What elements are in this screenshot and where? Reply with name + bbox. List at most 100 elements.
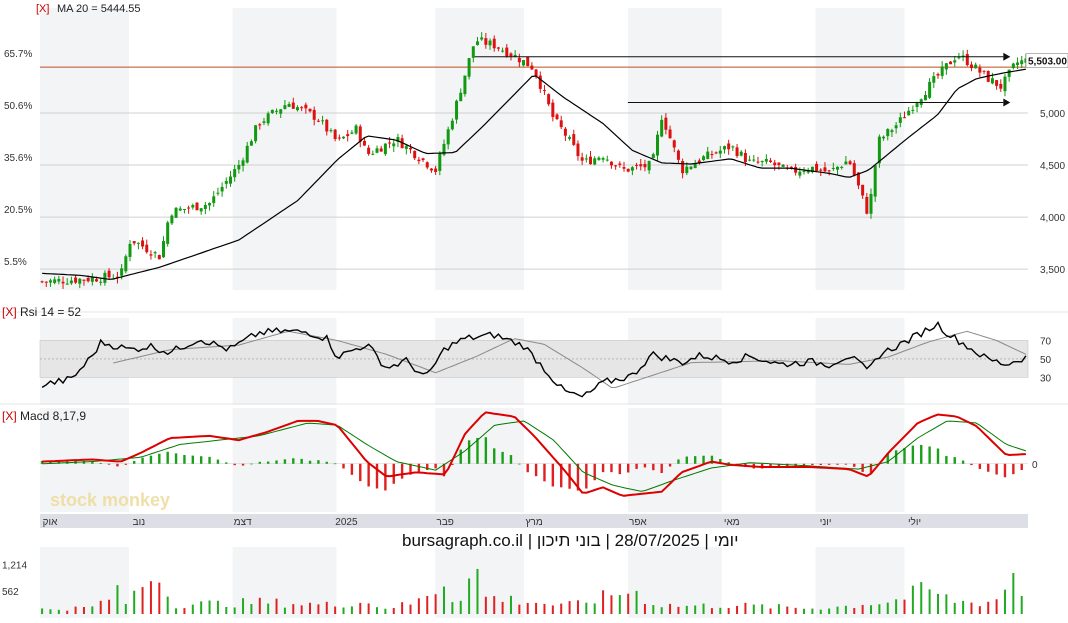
candle-body — [78, 278, 82, 284]
volume-bar — [945, 594, 948, 614]
candle-body — [928, 81, 932, 98]
macd-panel: 0 — [40, 411, 1038, 497]
volume-bar — [434, 594, 437, 614]
volume-bar — [618, 595, 621, 614]
volume-bar — [267, 603, 270, 614]
volume-bar — [803, 608, 806, 614]
candle-body — [589, 156, 593, 165]
candle-body — [446, 129, 450, 145]
volume-bar — [953, 602, 956, 614]
candle-body — [182, 209, 186, 211]
rsi-tick: 30 — [1040, 373, 1052, 384]
candle-body — [375, 148, 379, 153]
macd-histogram-bar — [652, 463, 655, 471]
macd-histogram-bar — [359, 463, 362, 482]
volume-bar — [694, 605, 697, 614]
volume-bar — [376, 607, 379, 614]
volume-bar — [819, 609, 822, 614]
volume-bar — [183, 608, 186, 614]
volume-bar — [518, 604, 521, 614]
candle-body — [166, 222, 170, 244]
volume-bar — [509, 595, 512, 614]
price-close-marker[interactable]: [X] — [36, 3, 49, 15]
volume-bar — [719, 607, 722, 614]
candle-body — [295, 107, 299, 111]
macd-close-marker[interactable]: [X] — [2, 409, 17, 423]
candle-body — [245, 145, 249, 163]
macd-histogram-bar — [551, 463, 555, 487]
candle-body — [865, 196, 869, 214]
macd-histogram-bar — [484, 437, 488, 464]
volume-bar — [911, 585, 914, 614]
candle-body — [597, 157, 601, 160]
volume-bar — [191, 604, 194, 614]
candle-body — [153, 252, 157, 254]
candle-body — [157, 255, 161, 260]
volume-bar — [49, 609, 52, 614]
candle-body — [57, 278, 61, 282]
macd-histogram-bar — [677, 459, 680, 464]
candle-body — [936, 73, 940, 76]
macd-histogram-bar — [920, 444, 923, 464]
month-tick-label: יולי — [908, 516, 921, 528]
macd-histogram-bar — [417, 463, 421, 472]
volume-bar — [853, 607, 856, 614]
price-left-tick: 35.6% — [4, 153, 32, 164]
candle-body — [467, 58, 471, 77]
volume-bar — [652, 605, 655, 614]
volume-bar — [828, 608, 831, 614]
candle-body — [555, 114, 559, 120]
candle-body — [706, 151, 710, 159]
candle-body — [367, 147, 371, 154]
volume-bar — [602, 590, 605, 614]
candle-body — [798, 171, 802, 176]
candle-body — [203, 204, 207, 209]
volume-bar — [292, 604, 295, 614]
candle-body — [228, 176, 232, 184]
macd-histogram-bar — [225, 462, 228, 464]
candle-body — [551, 102, 555, 117]
volume-bar — [987, 601, 990, 614]
macd-histogram-bar — [99, 462, 102, 464]
month-stripe — [627, 408, 722, 512]
candle-body — [559, 120, 563, 128]
volume-bar — [501, 601, 504, 614]
candle-body — [337, 137, 341, 139]
macd-histogram-bar — [953, 457, 956, 464]
candle-body — [421, 158, 425, 160]
candle-body — [953, 60, 957, 63]
macd-histogram-bar — [844, 463, 848, 465]
candle-body — [195, 202, 199, 211]
candle-body — [312, 109, 316, 120]
macd-histogram-bar — [292, 458, 295, 464]
candle-body — [304, 104, 308, 109]
macd-histogram-bar — [869, 463, 873, 474]
candle-body — [681, 161, 685, 174]
macd-histogram-bar — [300, 458, 303, 464]
macd-histogram-bar — [593, 463, 596, 481]
volume-bar — [367, 603, 370, 614]
macd-histogram-bar — [459, 449, 462, 464]
candle-body — [291, 102, 295, 109]
month-tick-label: יוני — [820, 517, 832, 528]
candle-body — [815, 163, 819, 172]
rsi-close-marker[interactable]: [X] — [2, 305, 17, 319]
candle-body — [1007, 69, 1011, 77]
candle-body — [61, 281, 65, 284]
macd-histogram-bar — [317, 460, 320, 464]
macd-histogram-bar — [710, 455, 714, 464]
candle-body — [647, 161, 651, 171]
volume-bar — [216, 600, 219, 614]
candle-body — [149, 254, 153, 256]
rsi-indicator-label: Rsi 14 = 52 — [20, 305, 81, 319]
candle-body — [191, 205, 195, 208]
candle-body — [99, 281, 103, 283]
macd-histogram-bar — [635, 463, 638, 469]
candle-body — [509, 53, 513, 57]
macd-histogram-bar — [191, 455, 195, 464]
month-stripe — [627, 8, 722, 290]
macd-histogram-bar — [250, 463, 253, 465]
macd-histogram-bar — [945, 456, 948, 464]
volume-bar — [920, 582, 923, 614]
